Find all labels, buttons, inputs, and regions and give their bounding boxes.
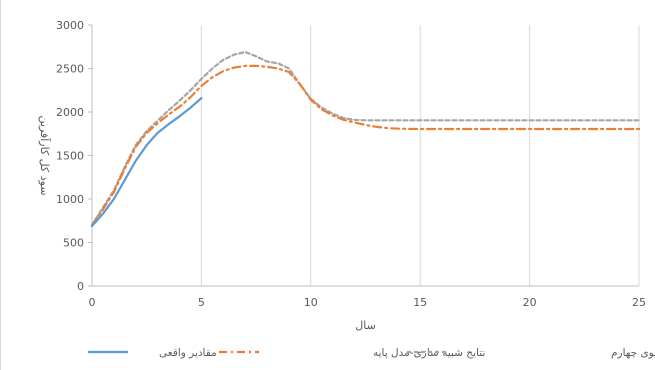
x-tick-label: 10 <box>304 296 318 309</box>
y-tick-label: 0 <box>77 280 84 293</box>
x-tick-label: 20 <box>523 296 537 309</box>
x-tick-label: 25 <box>632 296 646 309</box>
y-tick-label: 1000 <box>56 193 84 206</box>
y-tick-label: 2000 <box>56 106 84 119</box>
y-axis-title: سود کل کارآفرین <box>38 115 52 195</box>
series-line-1 <box>90 64 641 227</box>
x-tick-label: 15 <box>413 296 427 309</box>
tick-labels: 0 500 1000 1500 2000 2500 3000 0 5 10 15 20 25 <box>56 19 646 309</box>
y-tick-label: 2500 <box>56 63 84 76</box>
y-tick-label: 500 <box>63 237 84 250</box>
x-axis-title: سال <box>355 319 376 332</box>
grid-lines <box>200 25 640 286</box>
axes <box>88 24 639 287</box>
y-tick-label: 3000 <box>56 19 84 32</box>
legend-label-0: مقادیر واقعی <box>159 347 217 359</box>
x-tick-label: 0 <box>89 296 96 309</box>
series-lines <box>90 50 641 228</box>
series-line-2 <box>90 50 641 227</box>
y-tick-label: 1500 <box>56 150 84 163</box>
series-line-0 <box>90 96 203 228</box>
x-tick-label: 5 <box>198 296 205 309</box>
legend-label-2: نتایج شبیه سازی-سناریوی چهارم <box>611 347 655 359</box>
